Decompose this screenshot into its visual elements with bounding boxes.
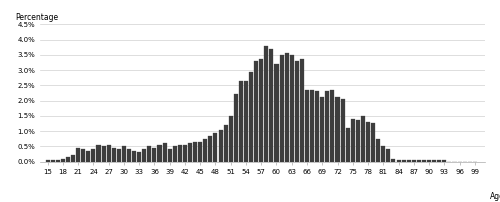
Bar — [76, 148, 80, 162]
Bar — [204, 139, 208, 162]
Bar — [127, 149, 131, 162]
Bar — [305, 90, 309, 162]
Bar — [280, 55, 283, 162]
Bar — [152, 148, 156, 162]
Bar — [218, 129, 222, 162]
Bar — [244, 81, 248, 162]
Bar — [406, 160, 410, 162]
Bar — [386, 149, 390, 162]
Bar — [132, 151, 136, 162]
Bar — [86, 151, 90, 162]
Bar — [214, 133, 218, 162]
Bar — [402, 160, 406, 162]
Bar — [148, 146, 152, 162]
Bar — [106, 145, 110, 162]
Bar — [239, 81, 243, 162]
Bar — [66, 157, 70, 162]
Bar — [346, 128, 350, 162]
Bar — [382, 146, 386, 162]
Bar — [117, 149, 121, 162]
Bar — [295, 61, 299, 162]
Bar — [81, 149, 86, 162]
Bar — [371, 123, 375, 162]
Bar — [193, 142, 197, 162]
Bar — [61, 159, 65, 162]
Bar — [183, 145, 187, 162]
Bar — [224, 125, 228, 162]
Bar — [270, 49, 274, 162]
Bar — [234, 95, 238, 162]
Bar — [112, 148, 116, 162]
Bar — [340, 99, 344, 162]
Bar — [71, 156, 75, 162]
Bar — [168, 149, 172, 162]
Bar — [437, 160, 442, 162]
Bar — [290, 55, 294, 162]
Bar — [315, 91, 319, 162]
Bar — [254, 61, 258, 162]
Bar — [330, 90, 334, 162]
Bar — [259, 59, 264, 162]
Bar — [366, 122, 370, 162]
Bar — [56, 160, 60, 162]
Bar — [310, 90, 314, 162]
Bar — [284, 53, 288, 162]
Bar — [361, 116, 365, 162]
Bar — [442, 160, 446, 162]
Bar — [417, 160, 421, 162]
Bar — [274, 64, 278, 162]
Bar — [356, 120, 360, 162]
Bar — [162, 143, 166, 162]
Bar — [228, 116, 232, 162]
Bar — [142, 149, 146, 162]
Bar — [102, 146, 105, 162]
Text: Percentage: Percentage — [16, 13, 58, 22]
Bar — [326, 91, 330, 162]
Bar — [46, 160, 50, 162]
Bar — [432, 160, 436, 162]
Bar — [122, 146, 126, 162]
Bar — [188, 143, 192, 162]
Bar — [396, 160, 400, 162]
Bar — [96, 145, 100, 162]
Bar — [249, 72, 253, 162]
Bar — [92, 149, 96, 162]
Text: Age(years): Age(years) — [490, 192, 500, 201]
Bar — [208, 136, 212, 162]
Bar — [320, 98, 324, 162]
Bar — [300, 59, 304, 162]
Bar — [412, 160, 416, 162]
Bar — [336, 98, 340, 162]
Bar — [172, 146, 177, 162]
Bar — [178, 145, 182, 162]
Bar — [376, 139, 380, 162]
Bar — [158, 145, 162, 162]
Bar — [392, 159, 396, 162]
Bar — [264, 46, 268, 162]
Bar — [427, 160, 431, 162]
Bar — [350, 119, 355, 162]
Bar — [422, 160, 426, 162]
Bar — [198, 142, 202, 162]
Bar — [50, 160, 54, 162]
Bar — [137, 153, 141, 162]
